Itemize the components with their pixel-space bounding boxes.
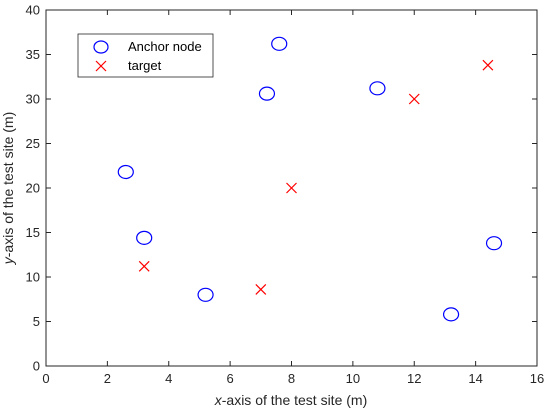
anchor-node-point	[136, 230, 153, 245]
x-tick-label: 14	[468, 371, 482, 386]
x-tick-label: 2	[104, 371, 111, 386]
y-tick-label: 15	[26, 225, 40, 240]
x-axis-label: x-axis of the test site (m)	[214, 392, 367, 408]
target-point	[138, 260, 150, 272]
anchor-node-point	[369, 81, 386, 96]
y-axis-label: y-axis of the test site (m)	[0, 112, 16, 265]
axis-ticks: 0 2 4 6 8 10 12 14 16 0 5 10 15 20 25 30 35 40	[26, 3, 545, 387]
y-tick-label: 35	[26, 47, 40, 62]
x-tick-label: 6	[227, 371, 234, 386]
target-point	[255, 284, 267, 295]
target-point	[482, 59, 494, 71]
target-point	[408, 93, 420, 105]
y-tick-label: 25	[26, 136, 40, 151]
data-marks	[117, 36, 503, 322]
x-tick-label: 16	[530, 371, 544, 386]
anchor-node-point	[197, 287, 214, 302]
anchor-node-point	[442, 307, 460, 322]
anchor-node-point	[485, 236, 503, 251]
y-tick-label: 30	[26, 92, 40, 107]
y-tick-label: 0	[33, 359, 40, 374]
legend-target-marker	[95, 60, 107, 72]
anchor-node-point	[117, 164, 134, 180]
legend-label-anchor: Anchor node	[128, 39, 202, 54]
x-tick-label: 0	[42, 371, 49, 386]
x-tick-label: 10	[346, 371, 360, 386]
legend-anchor-marker	[93, 40, 109, 54]
y-tick-label: 5	[33, 314, 40, 329]
y-tick-label: 40	[26, 3, 40, 18]
x-tick-label: 12	[407, 371, 421, 386]
x-tick-label: 8	[288, 371, 295, 386]
y-tick-label: 10	[26, 270, 40, 285]
y-tick-label: 20	[26, 181, 40, 196]
anchor-node-point	[258, 86, 276, 101]
target-point	[286, 182, 297, 194]
x-tick-label: 4	[165, 371, 172, 386]
legend: Anchor node target	[77, 33, 214, 78]
anchor-node-point	[271, 36, 288, 51]
legend-label-target: target	[128, 58, 162, 73]
